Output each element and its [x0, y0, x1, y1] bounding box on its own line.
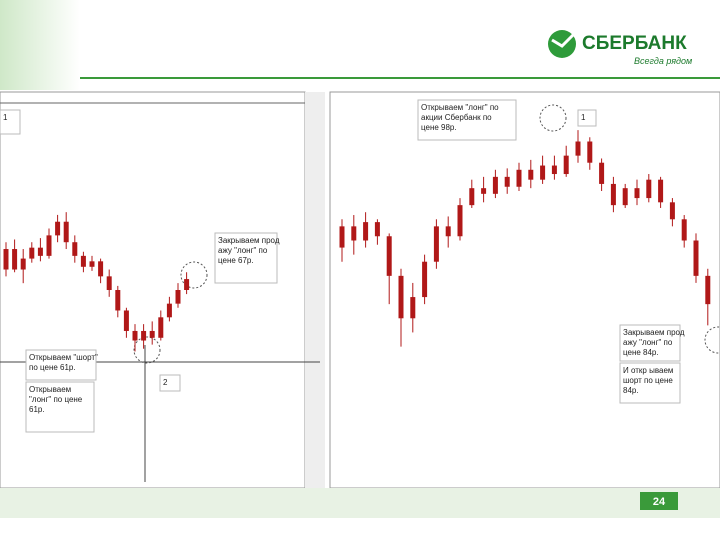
- candle-body: [563, 155, 569, 175]
- annotation-box: [25, 381, 95, 433]
- candle-body: [351, 226, 357, 241]
- candle-body: [599, 162, 605, 184]
- annotation-line: шорт по цене: [623, 376, 673, 385]
- candle-body: [184, 279, 190, 290]
- annotation-box: [417, 99, 517, 141]
- candle-body: [658, 179, 664, 203]
- candle-body: [29, 247, 35, 259]
- annotation-line: 2: [163, 378, 168, 387]
- candle-body: [622, 188, 628, 206]
- candle-body: [141, 330, 147, 341]
- left-axis-strip: [305, 92, 325, 488]
- annotation-line: цене 67р.: [218, 256, 254, 265]
- annotation-line: цене 84р.: [623, 348, 659, 357]
- candle-body: [363, 222, 369, 241]
- candle-body: [386, 236, 392, 276]
- candle-body: [20, 258, 26, 270]
- candle-body: [339, 226, 345, 248]
- annotation-line: Открываем: [29, 385, 71, 394]
- candle-body: [540, 165, 546, 180]
- candle-body: [149, 330, 155, 338]
- annotation-box: [577, 109, 597, 127]
- candle-body: [12, 249, 18, 270]
- annotation-line: 1: [3, 113, 8, 122]
- candle-body: [115, 290, 121, 311]
- annotation-line: ажу "лонг" по: [218, 246, 268, 255]
- candle-body: [422, 261, 428, 298]
- candle-body: [166, 303, 172, 318]
- candle-body: [481, 188, 487, 194]
- candle-body: [3, 249, 9, 270]
- right-plot: [329, 91, 720, 489]
- brand: СБЕРБАНК: [582, 33, 687, 54]
- candle-body: [175, 290, 181, 304]
- annotation-line: 61р.: [29, 405, 45, 414]
- annotation-line: 84р.: [623, 386, 639, 395]
- candle-body: [132, 330, 138, 341]
- annotation-box: [619, 362, 681, 404]
- candle-body: [516, 169, 522, 187]
- candle-body: [398, 275, 404, 319]
- candle-body: [98, 261, 104, 277]
- annotation-box: [159, 374, 181, 392]
- annotation-line: "лонг" по цене: [29, 395, 83, 404]
- corner-decor: [0, 0, 80, 90]
- candle-body: [63, 221, 69, 243]
- candle-body: [106, 276, 112, 290]
- candle-body: [37, 247, 43, 256]
- candle-body: [457, 205, 463, 237]
- mark-circle: [133, 336, 161, 364]
- candle-body: [634, 188, 640, 199]
- candle-body: [89, 261, 95, 267]
- annotation-line: цене 98р.: [421, 123, 457, 132]
- candle-body: [492, 176, 498, 194]
- candle-body: [80, 255, 86, 267]
- candle-body: [123, 310, 129, 331]
- annotation-box: [619, 324, 681, 362]
- candle-body: [504, 176, 510, 187]
- annotation-box: [214, 232, 278, 284]
- annotation-line: ажу "лонг" по: [623, 338, 673, 347]
- annotation-line: 1: [581, 113, 586, 122]
- annotation-box: [25, 349, 97, 381]
- annotation-line: Открываем "лонг" по: [421, 103, 499, 112]
- annotation-line: И откр ываем: [623, 366, 673, 375]
- candle-body: [445, 226, 451, 237]
- candle-body: [433, 226, 439, 262]
- candle-body: [528, 169, 534, 180]
- candle-body: [46, 235, 52, 256]
- slogan: Всегда рядом: [634, 56, 692, 66]
- mark-circle: [704, 326, 720, 354]
- candle-body: [575, 141, 581, 156]
- annotation-line: Закрываем прод: [623, 328, 685, 337]
- candle-body: [669, 202, 675, 220]
- annotation-line: по цене 61р.: [29, 363, 76, 372]
- mark-circle: [539, 104, 567, 132]
- candle-body: [693, 240, 699, 276]
- annotation-line: Открываем "шорт": [29, 353, 98, 362]
- candle-body: [551, 165, 557, 175]
- logo-check: [551, 32, 576, 48]
- annotation-box: [0, 109, 21, 135]
- candle-body: [681, 219, 687, 241]
- annotation-line: Закрываем прод: [218, 236, 280, 245]
- candle-body: [374, 222, 380, 237]
- candle-body: [610, 183, 616, 206]
- footer-band: [0, 488, 720, 518]
- candle-body: [410, 297, 416, 319]
- candle-body: [55, 221, 61, 236]
- mark-circle: [180, 261, 208, 289]
- candle-body: [705, 275, 711, 305]
- page-box: [640, 492, 678, 510]
- candle-body: [158, 317, 164, 338]
- candle-body: [646, 179, 652, 199]
- annotation-line: акции Сбербанк по: [421, 113, 492, 122]
- page-number: 24: [653, 496, 666, 508]
- candle-body: [469, 188, 475, 206]
- candle-body: [587, 141, 593, 163]
- candle-body: [72, 242, 78, 256]
